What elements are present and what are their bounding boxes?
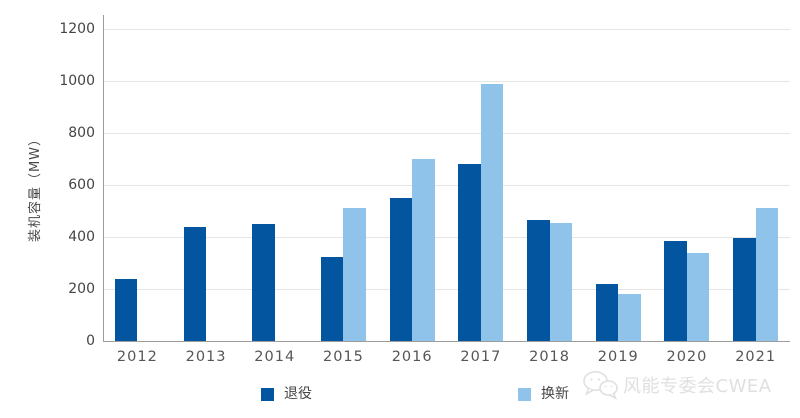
y-tick-label-600: 600 — [68, 177, 95, 193]
y-axis-line — [103, 15, 104, 341]
legend-swatch-renewal — [518, 387, 531, 401]
y-tick-label-800: 800 — [68, 125, 95, 141]
gridline-800 — [103, 133, 790, 134]
bar-retired-2015 — [320, 256, 344, 341]
bar-renewal-2019 — [618, 294, 641, 341]
legend-item-retired: 退役 — [261, 386, 312, 402]
gridline-600 — [103, 185, 790, 186]
bar-retired-2018 — [527, 220, 550, 341]
x-tick-label-2020: 2020 — [666, 349, 708, 365]
wechat-icon — [583, 371, 618, 400]
legend-swatch-retired — [261, 387, 274, 401]
gridline-200 — [103, 289, 790, 290]
x-tick-label-2012: 2012 — [116, 349, 158, 365]
bar-retired-2019 — [595, 283, 619, 341]
watermark: 风能专委会CWEA — [582, 370, 772, 400]
gridline-1000 — [103, 81, 790, 82]
x-tick-label-2021: 2021 — [735, 349, 777, 365]
x-tick-label-2016: 2016 — [391, 349, 433, 365]
y-tick-label-1200: 1200 — [59, 21, 95, 37]
legend-item-renewal: 换新 — [518, 386, 569, 402]
x-tick-label-2018: 2018 — [529, 349, 570, 365]
bar-retired-2013 — [183, 226, 207, 341]
bar-renewal-2017 — [480, 83, 504, 341]
y-tick-label-400: 400 — [68, 229, 95, 245]
y-tick-label-200: 200 — [68, 281, 95, 297]
bar-renewal-2018 — [549, 222, 573, 341]
legend-label-renewal: 换新 — [541, 386, 569, 402]
legend-label-retired: 退役 — [284, 386, 312, 402]
x-tick-label-2017: 2017 — [460, 349, 502, 365]
watermark-text: 风能专委会CWEA — [623, 376, 772, 397]
bar-retired-2020 — [664, 240, 687, 341]
gridline-400 — [103, 237, 790, 238]
bar-retired-2012 — [114, 278, 138, 341]
gridline-1200 — [103, 29, 790, 30]
bar-retired-2014 — [252, 224, 275, 341]
y-tick-label-0: 0 — [86, 333, 95, 349]
bar-renewal-2015 — [343, 208, 366, 341]
bar-renewal-2021 — [755, 208, 779, 341]
bar-renewal-2020 — [686, 252, 710, 341]
bar-retired-2016 — [389, 198, 413, 341]
x-tick-label-2019: 2019 — [597, 349, 639, 365]
x-tick-label-2013: 2013 — [185, 349, 227, 365]
x-tick-label-2015: 2015 — [322, 349, 364, 365]
bar-renewal-2016 — [412, 159, 435, 341]
x-axis-line — [103, 341, 790, 342]
x-tick-label-2014: 2014 — [254, 349, 296, 365]
y-tick-label-1000: 1000 — [59, 73, 95, 89]
bar-retired-2017 — [458, 164, 481, 341]
bar-retired-2021 — [733, 238, 756, 341]
